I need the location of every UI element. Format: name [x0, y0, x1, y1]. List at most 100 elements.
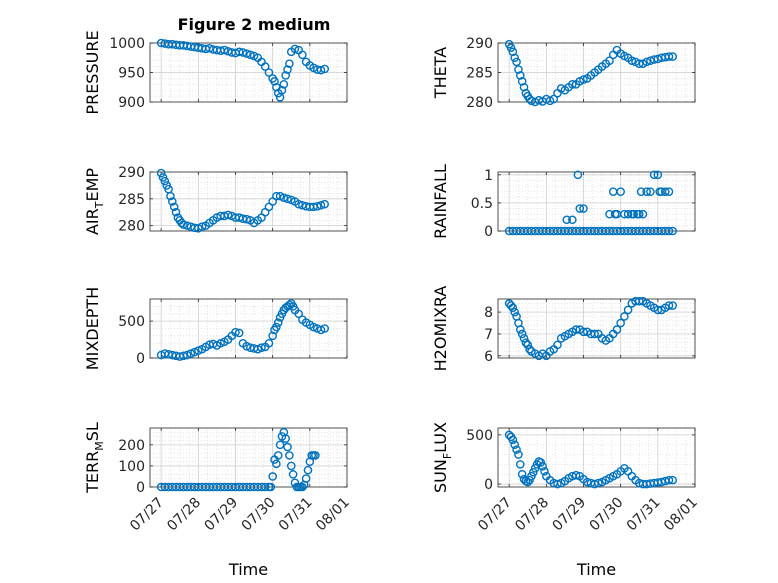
x-axis-label: Time	[228, 560, 268, 579]
data-point	[316, 200, 326, 210]
series-markers	[504, 296, 677, 361]
subplot-theta: 280 285 290 THETA	[431, 36, 696, 111]
data-point	[512, 57, 521, 67]
y-tick-label: 500	[466, 428, 493, 444]
data-point	[242, 49, 251, 58]
data-point	[590, 329, 599, 339]
data-point	[668, 226, 677, 236]
data-point	[268, 472, 277, 481]
data-point	[160, 176, 170, 186]
data-point	[549, 94, 559, 104]
data-point	[281, 71, 290, 80]
series-markers	[504, 170, 677, 236]
data-point	[234, 328, 244, 338]
data-point	[646, 187, 655, 196]
data-point	[179, 220, 188, 229]
data-point	[512, 445, 521, 454]
y-tick-label: 285	[118, 192, 145, 208]
data-point	[197, 222, 207, 232]
data-point	[268, 331, 277, 341]
data-point	[571, 470, 581, 480]
x-tick-label: 07/27	[475, 495, 515, 535]
data-point	[634, 209, 644, 219]
data-point	[257, 343, 266, 352]
data-point	[627, 56, 637, 66]
axes-box	[149, 298, 348, 359]
data-point	[664, 226, 674, 236]
subplot-rainfall: 0 0.5 1 RAINFALL	[431, 164, 696, 240]
y-tick-label: 0.5	[471, 196, 493, 212]
data-point	[519, 334, 529, 343]
data-point	[320, 199, 329, 209]
x-tick-label: 07/30	[239, 495, 279, 535]
data-point	[311, 451, 320, 460]
data-point	[568, 80, 577, 89]
data-point	[575, 204, 585, 213]
data-point	[316, 65, 326, 75]
data-point	[527, 471, 536, 481]
y-tick-label: 7	[484, 327, 493, 343]
data-point	[573, 170, 583, 180]
data-point	[594, 478, 603, 488]
x-tick-label: 07/31	[276, 495, 316, 535]
data-point	[320, 324, 329, 333]
data-point	[279, 80, 289, 89]
data-point	[629, 209, 638, 219]
data-point	[525, 344, 534, 354]
series-markers	[156, 299, 329, 361]
y-tick-label: 8	[484, 305, 493, 321]
x-axis-label: Time	[576, 560, 616, 579]
data-point	[238, 48, 248, 57]
data-point	[510, 307, 520, 317]
plot-area	[498, 172, 695, 231]
y-tick-label: 6	[484, 349, 493, 365]
y-tick-label: 1	[484, 168, 493, 184]
x-tick-label: 07/30	[587, 495, 627, 535]
data-point	[264, 338, 274, 348]
y-tick-label: 290	[466, 36, 493, 52]
x-tick-label: 08/01	[313, 495, 353, 535]
data-point	[166, 191, 175, 201]
series-markers	[156, 168, 329, 233]
data-point	[664, 187, 674, 196]
y-tick-label: 200	[118, 438, 145, 454]
data-point	[182, 221, 192, 230]
data-point	[519, 82, 529, 92]
data-point	[649, 170, 659, 180]
data-point	[171, 207, 181, 217]
data-point	[283, 65, 292, 74]
subplot-pressure: 900 950 1000 PRESSURE	[83, 30, 348, 115]
y-tick-label: 0	[136, 480, 145, 496]
y-tick-label: 950	[118, 66, 145, 82]
data-point	[156, 168, 166, 178]
data-point	[168, 197, 177, 206]
data-point	[266, 482, 276, 492]
x-tick-label: 07/29	[201, 495, 241, 535]
data-point	[264, 68, 274, 77]
x-tick-label: 07/27	[127, 495, 167, 535]
y-axis-label: AIRTEMP	[83, 168, 106, 235]
series-markers	[156, 427, 320, 492]
data-point	[294, 309, 303, 319]
data-point	[582, 477, 592, 487]
y-axis-label: RAINFALL	[431, 164, 450, 239]
data-point	[514, 450, 523, 459]
data-point	[657, 477, 666, 487]
data-point	[260, 482, 270, 492]
data-point	[517, 77, 527, 86]
data-point	[579, 327, 588, 337]
data-point	[506, 43, 516, 53]
data-point	[510, 53, 520, 63]
y-axis-label: TERRMSL	[83, 422, 106, 494]
x-tick-label: 07/31	[624, 495, 664, 535]
data-point	[223, 210, 233, 220]
data-point	[303, 465, 313, 475]
data-point	[612, 325, 622, 334]
y-axis-label: PRESSURE	[83, 30, 102, 114]
data-point	[664, 52, 674, 61]
data-point	[523, 477, 533, 487]
